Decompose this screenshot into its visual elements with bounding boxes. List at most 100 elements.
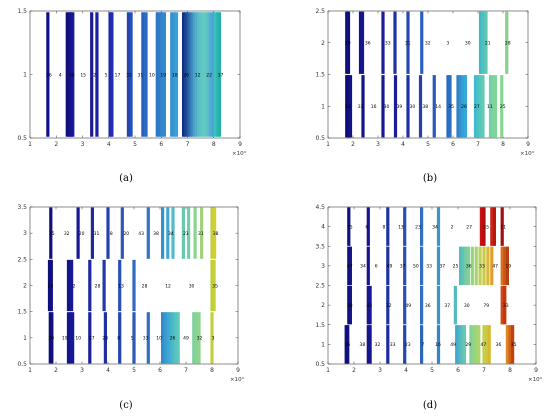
barcode-bar bbox=[163, 312, 167, 364]
bar-label: 4 bbox=[59, 72, 62, 78]
bar-label: 30 bbox=[384, 104, 390, 110]
barcode-bar bbox=[403, 285, 407, 325]
barcode-bar bbox=[174, 12, 179, 137]
bar-label: 50 bbox=[413, 264, 419, 270]
bar-label: 49 bbox=[183, 336, 189, 342]
x-tick-label: 4 bbox=[401, 141, 405, 148]
barcode-bar bbox=[420, 207, 424, 246]
y-tick-label: 3 bbox=[321, 263, 325, 270]
barcode-bar bbox=[346, 11, 351, 74]
x-tick-label: 6 bbox=[158, 367, 162, 374]
barcode-bar bbox=[358, 11, 363, 74]
bar-label: 28 bbox=[142, 283, 148, 289]
bar-label: 31 bbox=[198, 231, 204, 237]
x-tick-label: 9 bbox=[534, 367, 538, 374]
barcode-bar bbox=[187, 207, 191, 259]
y-tick-label: 0.5 bbox=[17, 135, 27, 142]
barcode-bar bbox=[470, 246, 474, 286]
barcode-bar bbox=[508, 325, 512, 364]
barcode-bar bbox=[108, 12, 112, 137]
bar-label: 32 bbox=[386, 303, 392, 309]
bar-label: 34 bbox=[360, 264, 366, 270]
barcode-bar bbox=[194, 12, 199, 137]
x-exponent-label: ×10⁴ bbox=[230, 376, 245, 383]
barcode-bar bbox=[90, 12, 94, 137]
bar-label: 22 bbox=[206, 72, 212, 78]
barcode-bar bbox=[366, 285, 370, 325]
bar-label: 32 bbox=[126, 72, 132, 78]
x-tick-label: 2 bbox=[352, 367, 356, 374]
barcode-bar bbox=[118, 312, 122, 364]
barcode-row-3: 47 34 6 49 37 50 33 37 25 36 33 47 19 bbox=[347, 246, 511, 286]
x-tick-label: 2 bbox=[351, 141, 355, 148]
y-tick-label: 4 bbox=[321, 224, 325, 231]
bar-label: 47 bbox=[492, 264, 498, 270]
barcode-bar bbox=[455, 325, 459, 364]
barcode-bar bbox=[65, 12, 69, 137]
bar-label: 13 bbox=[398, 224, 404, 230]
barcode-bar bbox=[213, 207, 217, 259]
barcode-bar bbox=[474, 246, 478, 286]
bar-label: 20 bbox=[345, 41, 351, 47]
bar-label: 37 bbox=[439, 264, 445, 270]
x-tick-label: 9 bbox=[236, 367, 240, 374]
y-tick-label: 2 bbox=[23, 283, 27, 290]
barcode-bar bbox=[181, 207, 185, 259]
x-tick-label: 9 bbox=[238, 141, 242, 148]
x-tick-label: 6 bbox=[159, 141, 163, 148]
barcode-bar bbox=[505, 11, 509, 74]
barcode-bar bbox=[71, 12, 75, 137]
y-tick-label: 1.5 bbox=[315, 72, 325, 79]
barcode-bar bbox=[436, 325, 441, 364]
y-tick-label: 2 bbox=[321, 302, 325, 309]
x-tick-label: 1 bbox=[28, 367, 32, 374]
bar-label: 37 bbox=[444, 303, 450, 309]
barcode-bar bbox=[188, 12, 192, 137]
barcode-bar bbox=[192, 312, 196, 364]
barcode-bar bbox=[436, 285, 441, 325]
barcode-row-1: 30 19 10 27 28 8 5 33 10 26 49 32 3 bbox=[48, 312, 215, 364]
bar-label: 37 bbox=[400, 264, 406, 270]
barcode-bar bbox=[461, 75, 465, 138]
x-tick-label: 9 bbox=[526, 141, 530, 148]
y-tick-label: 1 bbox=[23, 335, 27, 342]
barcode-bar bbox=[210, 259, 214, 312]
bar-label: 33 bbox=[479, 264, 485, 270]
y-tick-label: 1.5 bbox=[17, 8, 27, 15]
bar-label: 32 bbox=[425, 41, 431, 47]
bar-label: 5 bbox=[131, 336, 134, 342]
bar-label: 33 bbox=[390, 342, 396, 348]
bar-label: 13 bbox=[118, 283, 124, 289]
barcode-bar bbox=[160, 12, 164, 137]
barcode-bar bbox=[171, 207, 175, 259]
barcode-bar bbox=[174, 312, 178, 364]
bar-label: 10 bbox=[156, 336, 162, 342]
barcode-bar bbox=[482, 246, 486, 286]
bar-label: 36 bbox=[496, 342, 502, 348]
barcode-bar bbox=[403, 325, 407, 364]
bar-label: 2 bbox=[93, 72, 96, 78]
barcode-row-2: 24 2 28 13 28 12 30 35 bbox=[48, 259, 218, 312]
barcode-bar bbox=[215, 12, 220, 137]
x-exponent-label: ×10⁴ bbox=[232, 150, 247, 157]
bar-label: 6 bbox=[375, 264, 378, 270]
bar-label: 8 bbox=[382, 224, 385, 230]
caption-b: (b) bbox=[422, 173, 438, 184]
barcode-bar bbox=[503, 246, 507, 286]
barcode-bar bbox=[500, 207, 504, 246]
bar-label: 23 bbox=[183, 231, 189, 237]
bar-label: 3 bbox=[446, 41, 449, 47]
bar-label: 35 bbox=[448, 104, 454, 110]
barcode-bar bbox=[201, 12, 205, 137]
barcode-bar bbox=[172, 12, 176, 137]
bar-label: 28 bbox=[95, 283, 101, 289]
bar-label: 15 bbox=[80, 72, 86, 78]
barcode-bar bbox=[102, 259, 106, 312]
bar-label: 38 bbox=[153, 231, 159, 237]
barcode-bar bbox=[90, 207, 94, 259]
barcode-bar bbox=[70, 259, 74, 312]
x-tick-label: 4 bbox=[106, 367, 110, 374]
barcode-bar bbox=[66, 312, 71, 364]
